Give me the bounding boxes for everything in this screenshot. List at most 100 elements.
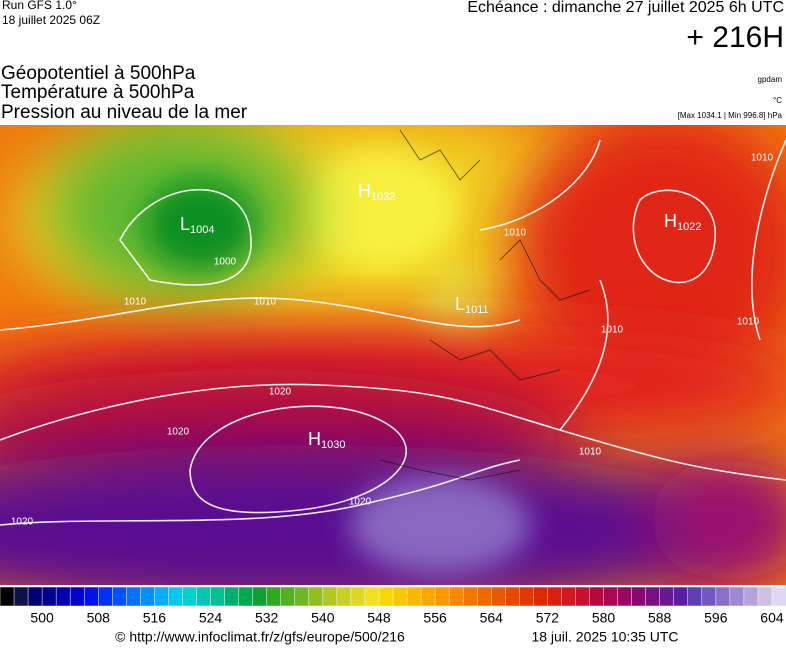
colorbar-label: 516 xyxy=(143,610,167,626)
colorbar-swatch xyxy=(406,586,422,607)
colorbar-swatch xyxy=(645,586,661,607)
colorbar-swatch xyxy=(519,586,535,607)
colorbar-swatch xyxy=(448,586,464,607)
colorbar-swatch xyxy=(420,586,436,607)
colorbar-swatch xyxy=(140,586,156,607)
pressure-range: [Max 1034.1 | Min 996.8] hPa xyxy=(678,111,783,120)
colorbar-swatch xyxy=(252,586,268,607)
forecast-time: Echéance : dimanche 27 juillet 2025 6h U… xyxy=(467,0,784,16)
pressure-center: H1030 xyxy=(308,429,345,451)
unit-label: °C xyxy=(773,96,782,105)
colorbar-swatch xyxy=(701,586,717,607)
unit-label: gpdam xyxy=(758,75,783,84)
colorbar-swatch xyxy=(196,586,212,607)
colorbar-label: 572 xyxy=(536,610,560,626)
center-type: L xyxy=(455,294,465,314)
colorbar-swatch xyxy=(687,586,703,607)
isobar-label: 1010 xyxy=(254,297,277,308)
run-date: 18 juillet 2025 06Z xyxy=(2,13,100,27)
isobar-label: 1020 xyxy=(269,387,292,398)
colorbar-swatch xyxy=(27,586,43,607)
colorbar-swatch xyxy=(112,586,128,607)
colorbar-swatch xyxy=(378,586,394,607)
colorbar-swatch xyxy=(631,586,647,607)
colorbar-swatch xyxy=(210,586,226,607)
title-line: Pression au niveau de la mer xyxy=(1,102,248,123)
center-value: 1004 xyxy=(190,224,214,236)
colorbar-swatch xyxy=(771,586,786,607)
center-value: 1011 xyxy=(465,304,489,316)
colorbar-swatch xyxy=(280,586,296,607)
colorbar-label: 508 xyxy=(87,610,111,626)
colorbar-swatch xyxy=(0,586,15,607)
colorbar-swatch xyxy=(182,586,198,607)
colorbar-label: 580 xyxy=(592,610,616,626)
colorbar-swatch xyxy=(757,586,773,607)
title-line: Température à 500hPa xyxy=(1,82,195,103)
lead-time: + 216H xyxy=(686,21,784,54)
colorbar-swatch xyxy=(547,586,563,607)
colorbar-swatch xyxy=(575,586,591,607)
colorbar-swatch xyxy=(364,586,380,607)
colorbar-swatch xyxy=(294,586,310,607)
colorbar-swatch xyxy=(224,586,240,607)
center-value: 1022 xyxy=(677,221,701,233)
colorbar-swatch xyxy=(238,586,254,607)
colorbar-label: 500 xyxy=(30,610,54,626)
isobar-label: 1020 xyxy=(349,497,372,508)
center-type: H xyxy=(664,211,677,231)
isobar-label: 1010 xyxy=(601,325,624,336)
colorbar-swatch xyxy=(505,586,521,607)
colorbar-label: 596 xyxy=(704,610,728,626)
colorbar-swatch xyxy=(617,586,633,607)
isobar-label: 1010 xyxy=(124,297,147,308)
pressure-center: H1022 xyxy=(664,211,701,233)
pressure-center: H1032 xyxy=(358,181,395,203)
isobar-label: 1000 xyxy=(214,257,237,268)
colorbar-swatch xyxy=(462,586,478,607)
map-field xyxy=(0,125,786,585)
render-date: 18 juil. 2025 10:35 UTC xyxy=(531,629,678,645)
center-type: L xyxy=(180,214,190,234)
center-value: 1032 xyxy=(371,191,395,203)
colorbar-swatch xyxy=(154,586,170,607)
colorbar-label: 540 xyxy=(311,610,335,626)
colorbar-swatch xyxy=(603,586,619,607)
isobar-label: 1020 xyxy=(11,517,34,528)
colorbar-swatch xyxy=(673,586,689,607)
colorbar-label: 588 xyxy=(648,610,672,626)
colorbar-swatch xyxy=(434,586,450,607)
colorbar-swatch xyxy=(266,586,282,607)
run-label: Run GFS 1.0° xyxy=(2,0,77,12)
isobar-label: 1010 xyxy=(504,228,527,239)
colorbar-swatch xyxy=(715,586,731,607)
pressure-center: L1011 xyxy=(455,294,489,316)
center-type: H xyxy=(308,429,321,449)
colorbar-swatch xyxy=(69,586,85,607)
colorbar-label: 604 xyxy=(760,610,784,626)
colorbar-swatch xyxy=(41,586,57,607)
isobar-label: 1010 xyxy=(737,317,760,328)
colorbar-swatch xyxy=(98,586,114,607)
colorbar-label: 532 xyxy=(255,610,279,626)
colorbar-swatch xyxy=(322,586,338,607)
colorbar-swatch xyxy=(476,586,493,607)
colorbar-swatch xyxy=(126,586,142,607)
colorbar-swatch xyxy=(392,586,408,607)
pressure-center: L1004 xyxy=(180,214,215,236)
colorbar-swatch xyxy=(350,586,366,607)
center-type: H xyxy=(358,181,371,201)
isobar-label: 1020 xyxy=(167,427,190,438)
center-value: 1030 xyxy=(321,439,345,451)
colorbar-swatch xyxy=(743,586,759,607)
colorbar-swatch xyxy=(308,586,324,607)
title-line: Géopotentiel à 500hPa xyxy=(1,63,196,84)
colorbar-label: 524 xyxy=(199,610,223,626)
colorbar-label: 556 xyxy=(423,610,447,626)
colorbar-swatch xyxy=(168,586,184,607)
colorbar-label: 564 xyxy=(480,610,504,626)
colorbar-swatch xyxy=(336,586,352,607)
colorbar-swatch xyxy=(659,586,675,607)
isobar-label: 1010 xyxy=(579,447,602,458)
